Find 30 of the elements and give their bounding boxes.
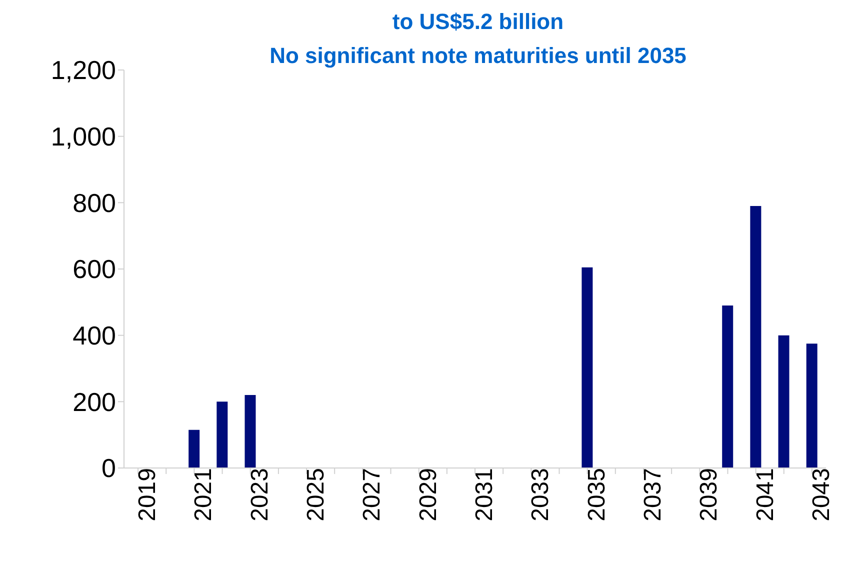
bar [188,430,200,468]
y-tick-label: 0 [102,453,116,484]
x-tick-label: 2041 [752,468,779,522]
x-tick-label: 2023 [246,468,274,522]
text: No significant note maturities until 2035 [268,42,688,70]
x-tick-label: 2039 [696,468,723,522]
y-tick-label: 1,000 [50,122,116,152]
bar [778,335,790,468]
y-tick-label: 1,200 [50,55,116,86]
y-tick-label: 600 [72,254,116,284]
x-tick-label: 2035 [583,468,610,522]
bar [750,206,762,468]
bar [582,267,593,468]
bar [216,402,228,468]
x-tick-label: 2029 [414,468,442,522]
x-tick-label: 2043 [808,468,835,522]
x-tick-label: 2027 [358,468,386,522]
x-tick-label: 2021 [190,468,218,522]
x-tick-label: 2031 [471,468,498,522]
bar [244,395,256,468]
y-tick-label: 400 [72,320,116,351]
x-tick-label: 2037 [640,468,667,522]
text: to US$5.2 billion [391,8,565,36]
y-tick-label: 800 [72,188,116,218]
bar [806,344,818,468]
x-tick-label: 2025 [302,468,330,522]
x-tick-label: 2033 [527,468,554,522]
x-tick-label: 2019 [134,468,162,522]
bar [722,305,734,468]
y-tick-label: 200 [72,386,116,417]
